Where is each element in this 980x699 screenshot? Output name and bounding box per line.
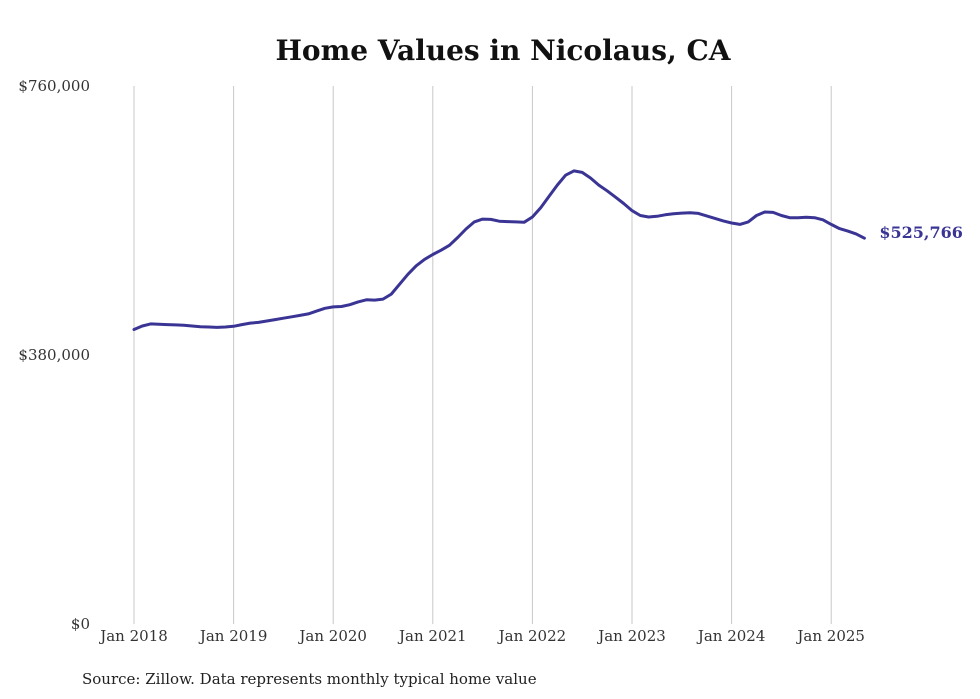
x-tick-label: Jan 2023 bbox=[596, 627, 666, 645]
series-line-home-value bbox=[132, 169, 866, 331]
x-tick-label: Jan 2021 bbox=[397, 627, 467, 645]
x-tick-label: Jan 2025 bbox=[795, 627, 865, 645]
y-tick-label: $0 bbox=[71, 615, 90, 633]
y-axis-ticks: $760,000 $380,000 $0 bbox=[18, 77, 90, 633]
y-tick-label: $380,000 bbox=[18, 346, 90, 364]
x-tick-label: Jan 2020 bbox=[297, 627, 367, 645]
end-value-label: $525,766 bbox=[879, 223, 963, 242]
x-axis-ticks: Jan 2018 Jan 2019 Jan 2020 Jan 2021 Jan 2022… bbox=[98, 627, 865, 645]
vertical-gridlines bbox=[133, 86, 832, 624]
y-tick-label: $760,000 bbox=[18, 77, 90, 95]
source-note: Source: Zillow. Data represents monthly … bbox=[82, 670, 537, 688]
x-tick-label: Jan 2019 bbox=[198, 627, 268, 645]
x-tick-label: Jan 2024 bbox=[696, 627, 766, 645]
x-tick-label: Jan 2018 bbox=[98, 627, 168, 645]
chart-title: Home Values in Nicolaus, CA bbox=[275, 34, 731, 67]
x-tick-label: Jan 2022 bbox=[497, 627, 567, 645]
